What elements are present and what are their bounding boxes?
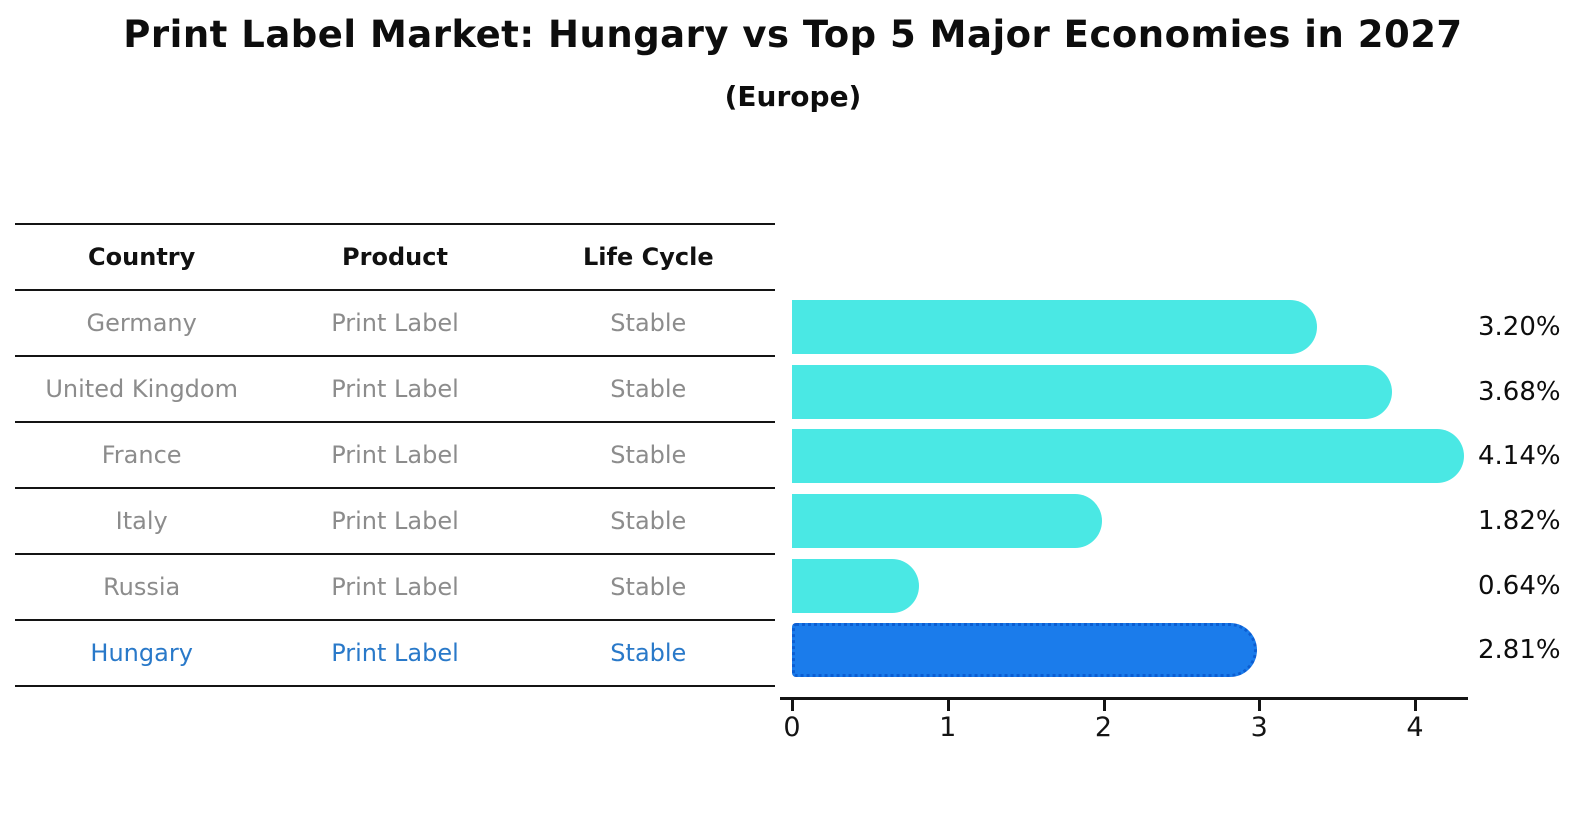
table-cell-country: Hungary xyxy=(90,639,193,667)
table-cell-life-cycle: Stable xyxy=(610,441,687,469)
bar-russia xyxy=(792,559,919,613)
table-cell-country: United Kingdom xyxy=(45,375,238,403)
x-axis-tick xyxy=(1414,699,1417,711)
chart-subtitle: (Europe) xyxy=(724,80,862,113)
x-axis-tick-label: 0 xyxy=(783,712,801,743)
x-axis-tick-label: 4 xyxy=(1406,712,1424,743)
bar-germany xyxy=(792,300,1317,354)
bar-value-label: 2.81% xyxy=(1478,635,1561,665)
table-cell-life-cycle: Stable xyxy=(610,573,687,601)
x-axis-tick xyxy=(791,699,794,711)
table-cell-country: Germany xyxy=(86,309,197,337)
bar-value-label: 1.82% xyxy=(1478,506,1561,536)
table-row: Russia Print Label Stable xyxy=(15,555,775,621)
x-axis-tick xyxy=(946,699,950,711)
table-cell-product: Print Label xyxy=(331,639,459,667)
table-cell-country: Russia xyxy=(103,573,181,601)
bar-hungary xyxy=(792,623,1257,677)
table-row: France Print Label Stable xyxy=(15,423,775,489)
table-row: Italy Print Label Stable xyxy=(15,489,775,555)
table-header-life-cycle: Life Cycle xyxy=(583,243,714,271)
bar-value-label: 4.14% xyxy=(1478,441,1561,471)
x-axis-tick-label: 1 xyxy=(939,712,957,743)
table-cell-product: Print Label xyxy=(331,375,459,403)
table-header-country: Country xyxy=(88,243,196,271)
bar-united-kingdom xyxy=(792,365,1392,419)
bar-value-label: 0.64% xyxy=(1478,571,1561,601)
table-cell-product: Print Label xyxy=(331,441,459,469)
table-header-product: Product xyxy=(342,243,448,271)
table-cell-product: Print Label xyxy=(331,573,459,601)
country-table: Country Product Life Cycle Germany Print … xyxy=(15,223,775,687)
table-cell-country: France xyxy=(101,441,182,469)
chart-title: Print Label Market: Hungary vs Top 5 Maj… xyxy=(123,13,1463,56)
table-row: United Kingdom Print Label Stable xyxy=(15,357,775,423)
bar-value-label: 3.20% xyxy=(1478,312,1561,342)
table-cell-life-cycle: Stable xyxy=(610,309,687,337)
table-cell-life-cycle: Stable xyxy=(610,507,687,535)
table-header-row: Country Product Life Cycle xyxy=(15,225,775,291)
table-cell-product: Print Label xyxy=(331,507,459,535)
bar-italy xyxy=(792,494,1102,548)
x-axis xyxy=(780,697,1468,700)
x-axis-tick-label: 3 xyxy=(1250,712,1268,743)
x-axis-tick xyxy=(1102,699,1106,711)
table-row: Hungary Print Label Stable xyxy=(15,621,775,687)
table-cell-life-cycle: Stable xyxy=(610,375,687,403)
bar-france xyxy=(792,429,1464,483)
table-row: Germany Print Label Stable xyxy=(15,291,775,357)
table-cell-life-cycle: Stable xyxy=(610,639,687,667)
bar-value-label: 3.68% xyxy=(1478,377,1561,407)
x-axis-tick-label: 2 xyxy=(1094,712,1113,743)
table-cell-product: Print Label xyxy=(331,309,459,337)
x-axis-tick xyxy=(1258,699,1262,711)
table-cell-country: Italy xyxy=(115,507,168,535)
